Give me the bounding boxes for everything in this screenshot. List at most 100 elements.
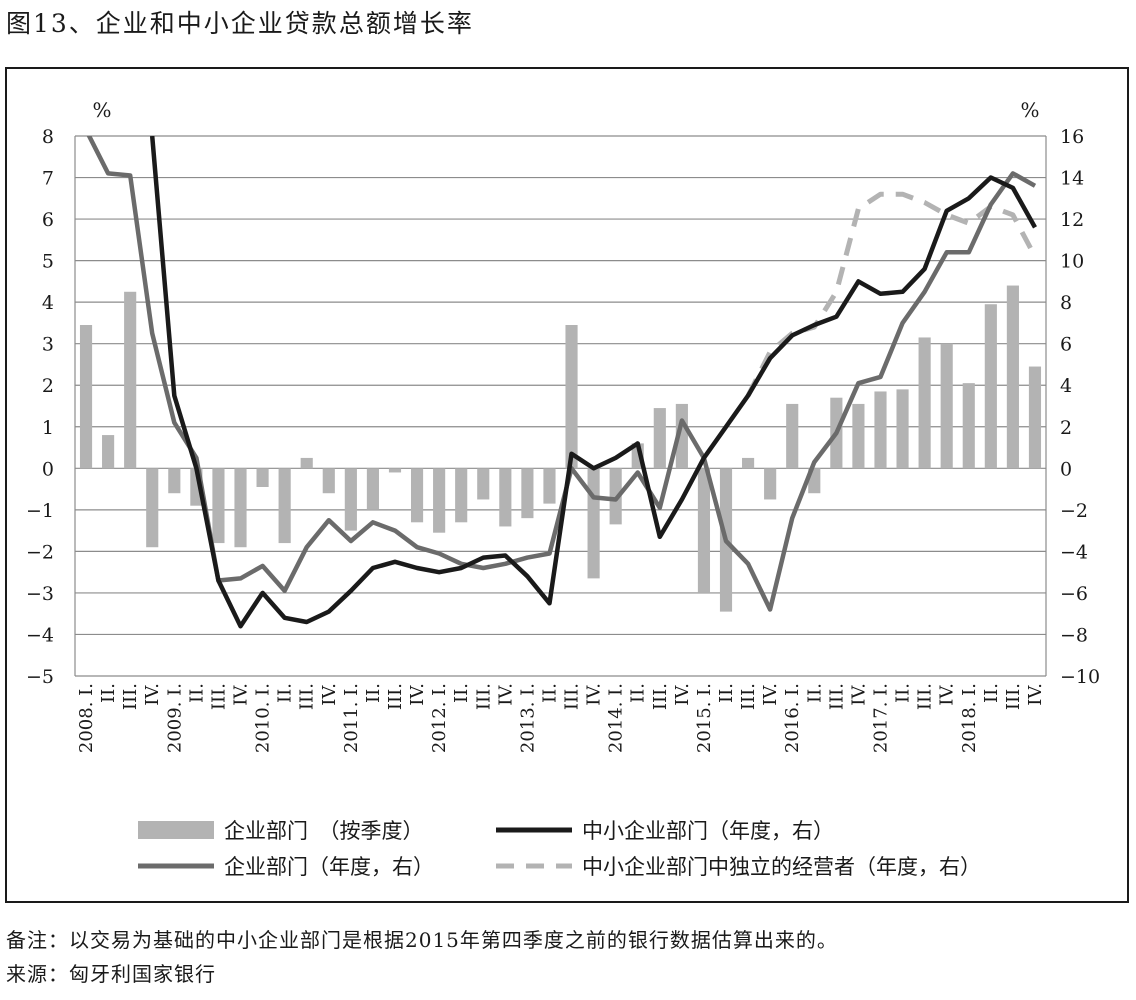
bar — [786, 403, 799, 469]
x-tick-label: IV. — [142, 683, 163, 706]
right-axis-unit: % — [1020, 98, 1039, 122]
bar — [455, 468, 468, 523]
bar — [499, 468, 512, 527]
x-tick-label: III. — [1003, 683, 1024, 710]
right-tick-label: −10 — [1060, 666, 1100, 688]
x-tick-label: IV. — [937, 683, 958, 706]
x-tick-label: II. — [363, 683, 384, 703]
x-tick-label: II. — [716, 683, 737, 703]
bar — [653, 408, 666, 469]
x-tick-label: III. — [120, 683, 141, 710]
legend: 企业部门 （按季度） 中小企业部门（年度，右） 企业部门（年度，右） 中小企业部门中独… — [138, 819, 981, 879]
bar — [874, 391, 887, 469]
right-tick-label: −6 — [1060, 583, 1088, 605]
x-tick-label: IV. — [231, 683, 252, 706]
right-tick-label: 14 — [1060, 168, 1084, 190]
bar — [433, 468, 446, 533]
bar — [388, 468, 402, 473]
bar — [79, 325, 93, 469]
figure-note: 备注：以交易为基础的中小企业部门是根据2015年第四季度之前的银行数据估算出来的… — [6, 928, 838, 952]
x-tick-label: III. — [915, 683, 936, 710]
x-tick-label: 2014. I. — [606, 683, 627, 753]
left-tick-label: 0 — [42, 458, 54, 480]
bar — [124, 291, 137, 469]
x-tick-label: II. — [451, 683, 472, 703]
x-tick-label: II. — [275, 683, 296, 703]
legend-label: 中小企业部门（年度，右） — [582, 819, 834, 843]
x-tick-label: 2015. I. — [694, 683, 715, 753]
left-tick-label: 7 — [42, 168, 54, 190]
bar — [212, 468, 225, 544]
chart-frame — [5, 67, 1129, 903]
bar — [278, 468, 291, 544]
x-tick-label: III. — [562, 683, 583, 710]
x-tick-label: IV. — [672, 683, 693, 706]
right-tick-label: 10 — [1060, 251, 1084, 273]
bar — [256, 468, 269, 487]
bar — [742, 457, 755, 469]
left-tick-label: −5 — [26, 666, 54, 688]
right-tick-label: 16 — [1060, 126, 1084, 148]
x-tick-label: II. — [981, 683, 1002, 703]
right-tick-label: 6 — [1060, 334, 1072, 356]
left-tick-label: 6 — [42, 209, 54, 231]
right-tick-label: −8 — [1060, 624, 1088, 646]
legend-swatch-bar — [138, 821, 214, 839]
x-tick-label: III. — [385, 683, 406, 710]
bar — [477, 468, 490, 500]
left-tick-label: 3 — [42, 334, 54, 356]
x-tick-label: III. — [208, 683, 229, 710]
left-tick-label: −1 — [26, 500, 54, 522]
x-tick-label: II. — [628, 683, 649, 703]
x-tick-label: IV. — [848, 683, 869, 706]
bar — [565, 325, 578, 469]
bar — [940, 343, 953, 469]
bar — [410, 468, 424, 523]
right-tick-label: 4 — [1060, 375, 1072, 397]
bar — [344, 468, 357, 531]
bar — [322, 468, 335, 494]
bar — [1028, 366, 1042, 469]
bar — [1006, 285, 1019, 469]
bar — [543, 468, 556, 504]
legend-label: 企业部门 （按季度） — [224, 819, 424, 843]
right-tick-label: 12 — [1060, 209, 1084, 231]
x-tick-label: III. — [473, 683, 494, 710]
x-tick-label: 2011. I. — [341, 683, 362, 753]
x-tick-label: 2012. I. — [429, 683, 450, 753]
bar — [366, 468, 379, 510]
series-line-sme-annual — [149, 136, 1037, 629]
bar — [587, 468, 600, 579]
x-tick-label: IV. — [495, 683, 516, 706]
left-axis-unit: % — [92, 98, 111, 122]
x-tick-label: 2018. I. — [959, 683, 980, 753]
x-tick-label: IV. — [319, 683, 340, 706]
x-tick-label: IV. — [407, 683, 428, 706]
x-tick-label: 2008. I. — [76, 683, 97, 753]
bar — [852, 403, 865, 469]
x-tick-label: 2016. I. — [782, 683, 803, 753]
x-tick-label: III. — [738, 683, 759, 710]
bar — [984, 304, 997, 469]
x-tick-label: II. — [540, 683, 561, 703]
bar — [962, 383, 975, 469]
x-tick-label: IV. — [584, 683, 605, 706]
right-tick-label: −2 — [1060, 500, 1088, 522]
x-tick-label: 2017. I. — [871, 683, 892, 753]
left-tick-label: 8 — [42, 126, 54, 148]
x-tick-label: II. — [893, 683, 914, 703]
x-tick-label: III. — [826, 683, 847, 710]
line-series — [86, 136, 1038, 629]
right-tick-label: 8 — [1060, 292, 1072, 314]
x-tick-label: IV. — [760, 683, 781, 706]
series-line-corporate-annual — [86, 136, 1037, 612]
bar — [102, 435, 115, 469]
bar — [675, 403, 688, 469]
bar — [896, 389, 909, 469]
bar — [234, 468, 247, 548]
left-tick-label: −3 — [26, 583, 54, 605]
right-tick-label: −4 — [1060, 541, 1088, 563]
legend-label: 企业部门（年度，右） — [224, 855, 434, 879]
bar — [521, 468, 534, 519]
